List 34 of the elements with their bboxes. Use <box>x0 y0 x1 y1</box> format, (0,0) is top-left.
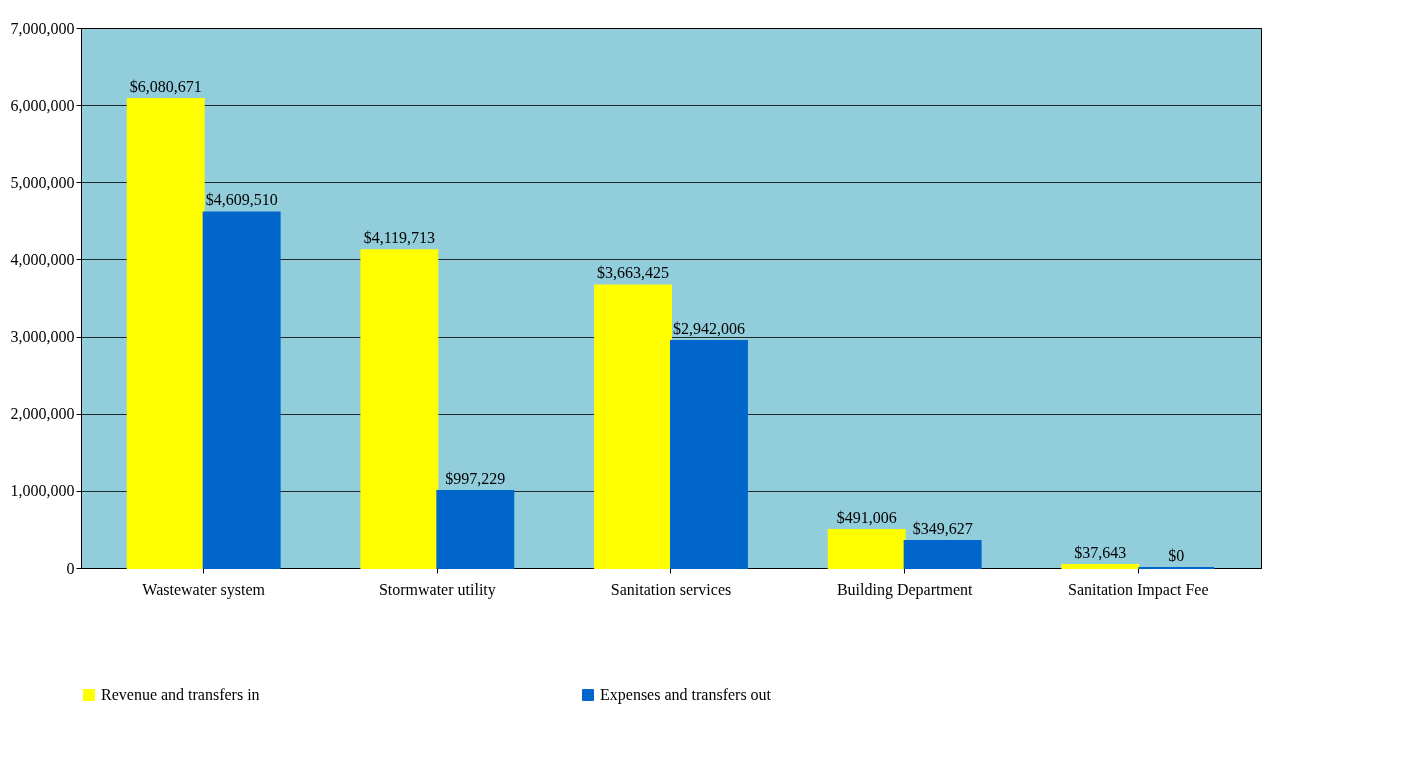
bar <box>126 97 205 569</box>
x-tick-label: Sanitation Impact Fee <box>1068 580 1209 599</box>
y-tick-label: 5,000,000 <box>10 173 75 191</box>
data-label: $4,609,510 <box>205 191 278 209</box>
x-tick-label: Stormwater utility <box>378 580 496 599</box>
data-label: $491,006 <box>836 509 897 527</box>
y-tick-label: 2,000,000 <box>10 405 75 423</box>
bar <box>903 540 982 569</box>
data-label: $3,663,425 <box>597 264 670 282</box>
data-label: $2,942,006 <box>672 320 745 338</box>
bar <box>1061 564 1140 569</box>
data-label: $4,119,713 <box>363 229 436 247</box>
bar <box>360 249 439 569</box>
legend-label: Revenue and transfers in <box>101 686 260 703</box>
bar <box>594 284 672 569</box>
bar <box>202 211 281 569</box>
x-tick-label: Sanitation services <box>610 580 732 598</box>
y-tick-label: 4,000,000 <box>10 250 75 268</box>
y-tick-label: 7,000,000 <box>10 19 75 37</box>
data-label: $349,627 <box>912 520 973 538</box>
x-tick-label: Building Department <box>836 580 973 599</box>
bar <box>436 490 515 569</box>
data-label: $37,643 <box>1074 544 1127 562</box>
y-tick-label: 6,000,000 <box>10 96 75 114</box>
data-label: $6,080,671 <box>129 77 202 95</box>
legend-label: Expenses and transfers out <box>600 686 772 704</box>
data-label: $0 <box>1168 547 1185 564</box>
data-label: $997,229 <box>445 470 506 488</box>
bar <box>670 340 748 569</box>
y-tick-label: 3,000,000 <box>10 328 75 346</box>
bar <box>827 529 906 569</box>
x-tick-label: Wastewater system <box>142 580 266 599</box>
y-tick-label: 1,000,000 <box>10 482 75 500</box>
y-tick-label: 0 <box>66 559 75 577</box>
